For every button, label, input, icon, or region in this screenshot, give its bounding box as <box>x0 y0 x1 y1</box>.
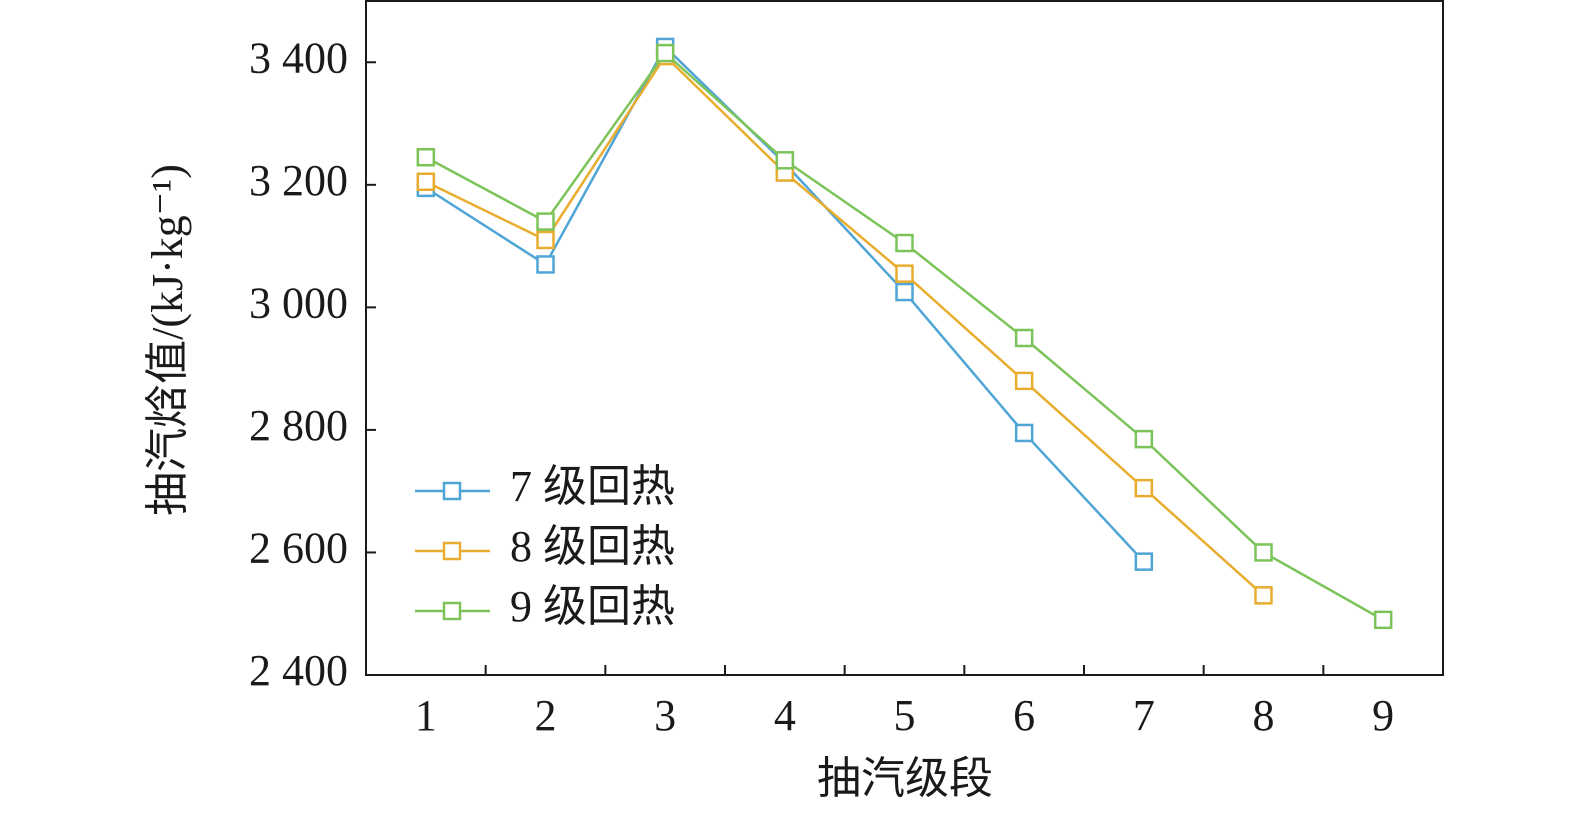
legend-label: 8 级回热 <box>510 522 675 571</box>
y-tick-label: 2 800 <box>249 401 348 450</box>
x-tick-label: 4 <box>774 691 796 740</box>
marker <box>1014 328 1034 348</box>
marker <box>536 212 555 231</box>
x-tick-label: 6 <box>1013 691 1035 740</box>
y-axis-label: 抽汽焓值/(kJ·kg⁻¹) <box>143 164 192 516</box>
x-tick-label: 7 <box>1133 691 1155 740</box>
legend-marker <box>442 481 462 501</box>
marker <box>1254 543 1273 562</box>
marker <box>1014 371 1034 391</box>
marker <box>1134 552 1154 571</box>
y-tick-label: 3 200 <box>249 156 348 205</box>
marker <box>416 172 436 192</box>
y-tick-label: 3 000 <box>249 278 348 327</box>
marker <box>895 233 914 253</box>
x-tick-label: 1 <box>415 691 437 740</box>
marker <box>775 151 795 170</box>
x-axis-label: 抽汽级段 <box>817 754 993 803</box>
marker <box>536 230 555 250</box>
marker <box>1254 586 1273 605</box>
marker <box>895 282 914 302</box>
x-tick-label: 8 <box>1253 691 1275 740</box>
series-line <box>425 54 1265 597</box>
legend-label: 9 级回热 <box>510 582 675 631</box>
marker <box>1014 423 1034 443</box>
x-tick-label: 3 <box>654 691 676 740</box>
marker <box>895 264 914 283</box>
plot-frame <box>365 0 1444 676</box>
x-tick-label: 9 <box>1372 691 1394 740</box>
x-tick-label: 5 <box>894 691 916 740</box>
legend-marker <box>442 541 462 561</box>
x-tick-label: 2 <box>535 691 557 740</box>
marker <box>1134 429 1154 449</box>
legend-marker <box>442 601 462 621</box>
marker <box>416 147 436 167</box>
legend-label: 7 级回热 <box>510 462 675 511</box>
marker <box>1134 478 1154 498</box>
marker <box>536 255 555 274</box>
y-tick-label: 3 400 <box>249 33 348 82</box>
marker <box>655 43 675 63</box>
marker <box>1373 610 1393 630</box>
y-tick-label: 2 600 <box>249 524 348 573</box>
y-tick-label: 2 400 <box>249 646 348 695</box>
